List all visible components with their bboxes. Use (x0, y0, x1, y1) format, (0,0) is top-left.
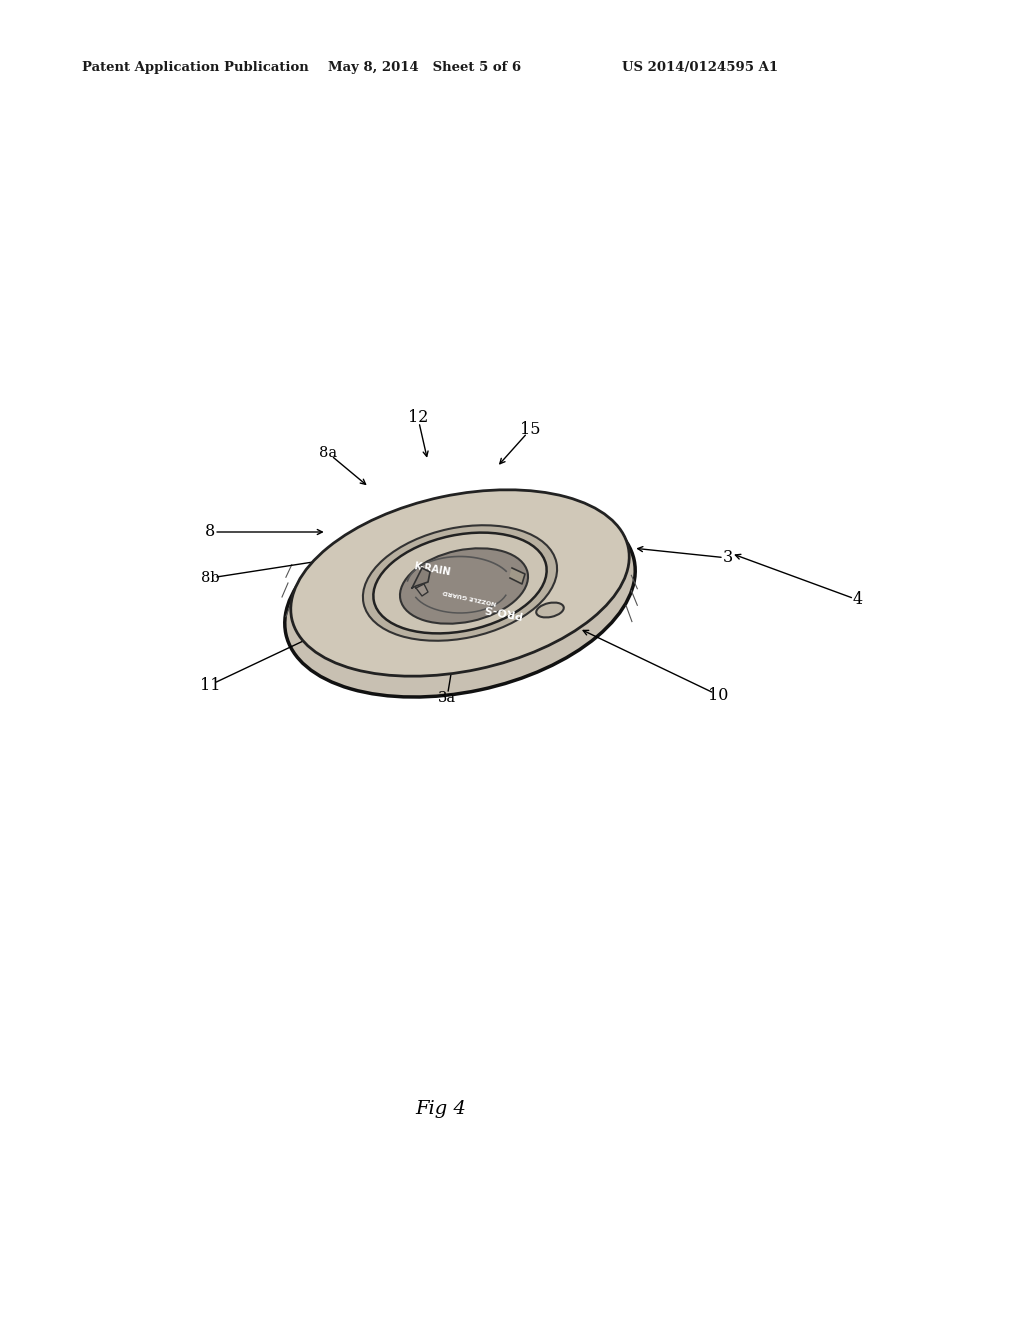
Text: K-RAIN: K-RAIN (413, 561, 452, 577)
Text: 10: 10 (708, 686, 728, 704)
Ellipse shape (537, 602, 564, 618)
Polygon shape (510, 568, 525, 583)
Text: Patent Application Publication: Patent Application Publication (82, 62, 309, 74)
Polygon shape (412, 568, 430, 587)
Ellipse shape (400, 548, 528, 624)
Ellipse shape (285, 496, 635, 697)
Text: 3a: 3a (438, 690, 456, 705)
Polygon shape (416, 583, 428, 597)
Text: 3: 3 (723, 549, 733, 566)
Text: 4: 4 (853, 591, 863, 609)
Text: Fig 4: Fig 4 (415, 1100, 466, 1118)
Text: PRO-S: PRO-S (482, 603, 522, 619)
Text: 15: 15 (520, 421, 541, 438)
Ellipse shape (374, 532, 547, 634)
Ellipse shape (291, 490, 629, 676)
Text: NOZZLE GUARD: NOZZLE GUARD (442, 589, 498, 605)
Text: US 2014/0124595 A1: US 2014/0124595 A1 (622, 62, 778, 74)
Text: 8b: 8b (201, 572, 219, 585)
Ellipse shape (362, 525, 557, 640)
Text: May 8, 2014   Sheet 5 of 6: May 8, 2014 Sheet 5 of 6 (329, 62, 521, 74)
Text: 12: 12 (408, 409, 428, 426)
Text: 8: 8 (205, 524, 215, 540)
Text: 11: 11 (200, 676, 220, 693)
Text: 8a: 8a (318, 446, 337, 459)
